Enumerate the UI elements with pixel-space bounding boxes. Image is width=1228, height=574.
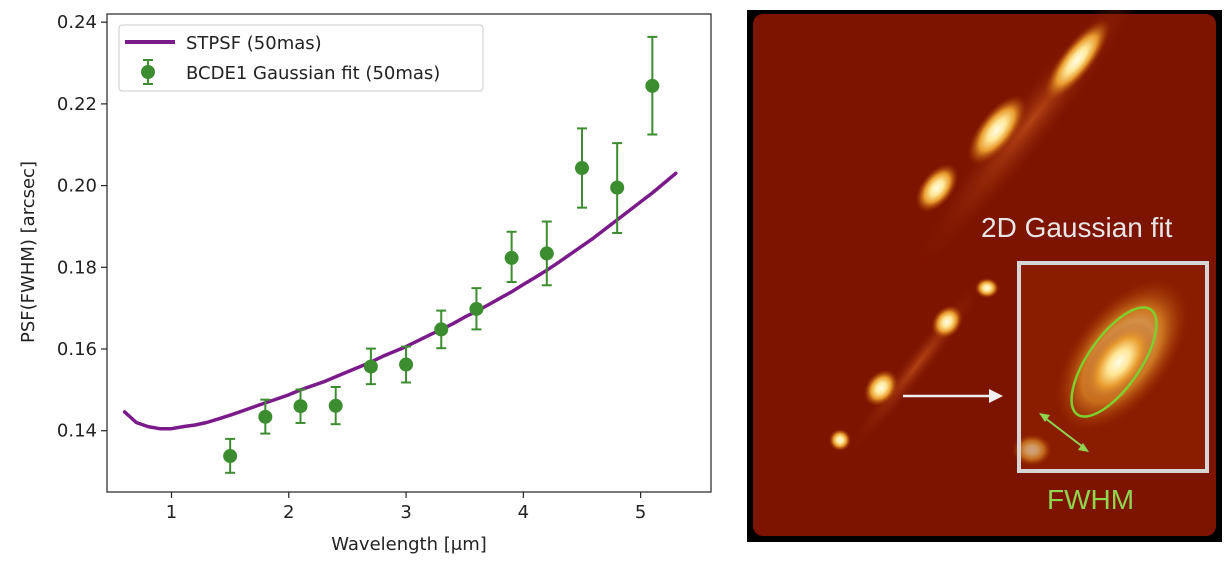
- legend-box: [118, 24, 484, 92]
- upper-streak-core: [1043, 19, 1111, 101]
- series-layer: [122, 35, 678, 474]
- legend-marker-dot: [141, 65, 155, 79]
- x-tick-label: 3: [400, 502, 411, 523]
- inset-corner-glow: [1012, 434, 1052, 466]
- legend-label-bcde1: BCDE1 Gaussian fit (50mas): [186, 63, 440, 84]
- y-axis-label: PSF(FWHM) [arcsec]: [18, 161, 39, 343]
- fwhm-arrow-shaft: [1044, 417, 1084, 448]
- data-point: [399, 357, 414, 372]
- x-axis: 1 2 3 4 5: [166, 492, 646, 523]
- data-point: [469, 301, 484, 316]
- inset-border: [1017, 261, 1209, 473]
- x-tick-label: 5: [635, 502, 646, 523]
- source-blob-1: [931, 305, 963, 339]
- detector-image: [753, 10, 1216, 536]
- inset-title: 2D Gaussian fit: [981, 212, 1173, 243]
- source-blob-4: [975, 278, 999, 298]
- legend: STPSF (50mas) BCDE1 Gaussian fit (50mas): [118, 24, 484, 92]
- data-point: [645, 78, 660, 93]
- legend-label-stpsf: STPSF (50mas): [186, 33, 322, 54]
- data-point: [328, 398, 343, 413]
- data-point: [363, 359, 378, 374]
- upper-streak-tail: [915, 163, 959, 213]
- zoom-inset: [1012, 261, 1209, 473]
- gaussian-fit-ellipse: [1070, 306, 1158, 418]
- data-point: [434, 322, 449, 337]
- x-tick-label: 2: [283, 502, 294, 523]
- y-axis: 0.14 0.16 0.18 0.20 0.22 0.24: [57, 12, 107, 442]
- x-axis-label: Wavelength [μm]: [331, 534, 487, 555]
- inset-source-core: [1083, 320, 1155, 404]
- y-tick-label: 0.18: [57, 257, 97, 278]
- x-tick-label: 4: [518, 502, 529, 523]
- plot-frame: [106, 13, 712, 493]
- data-point: [610, 180, 625, 195]
- detector-image-panel: 2D Gaussian fit FWHM: [747, 10, 1222, 542]
- data-point: [258, 409, 273, 424]
- fwhm-arrow-head-start: [1039, 413, 1050, 422]
- y-tick-label: 0.22: [57, 94, 97, 115]
- y-tick-label: 0.24: [57, 12, 97, 33]
- data-point: [223, 449, 238, 464]
- x-tick-label: 1: [166, 502, 177, 523]
- fwhm-label: FWHM: [1047, 484, 1135, 515]
- stpsf-line: [122, 171, 678, 431]
- zoom-arrow-head: [989, 389, 1003, 403]
- axes-border: [106, 13, 712, 493]
- source-blob-3: [829, 429, 851, 451]
- fwhm-arrow-head-end: [1078, 443, 1089, 452]
- data-point: [539, 246, 554, 261]
- psf-chart: 1 2 3 4 5 0.14 0.16 0.18 0.20 0.22 0.24 Wavelengt…: [18, 12, 712, 555]
- upper-streak-bright: [967, 95, 1027, 165]
- y-tick-label: 0.14: [57, 421, 97, 442]
- data-point: [504, 250, 519, 265]
- y-tick-label: 0.16: [57, 339, 97, 360]
- y-tick-label: 0.20: [57, 176, 97, 197]
- source-blob-2: [863, 369, 899, 407]
- data-point: [574, 161, 589, 176]
- data-point: [293, 399, 308, 414]
